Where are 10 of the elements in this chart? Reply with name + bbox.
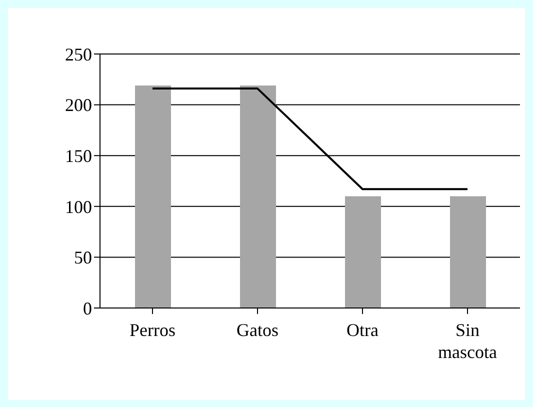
y-tick-label: 250 [65,44,92,64]
y-tick-label: 0 [83,298,92,318]
y-tick-label: 200 [65,95,92,116]
x-tick-label: Otra [346,320,378,340]
x-tick-label: Sin mascota [438,320,497,362]
y-tick-label: 50 [74,248,92,268]
x-tick-label: Perros [130,320,176,340]
x-tick-label: Gatos [236,320,278,340]
y-tick-label: 150 [65,146,92,166]
y-tick-label: 100 [65,196,92,217]
